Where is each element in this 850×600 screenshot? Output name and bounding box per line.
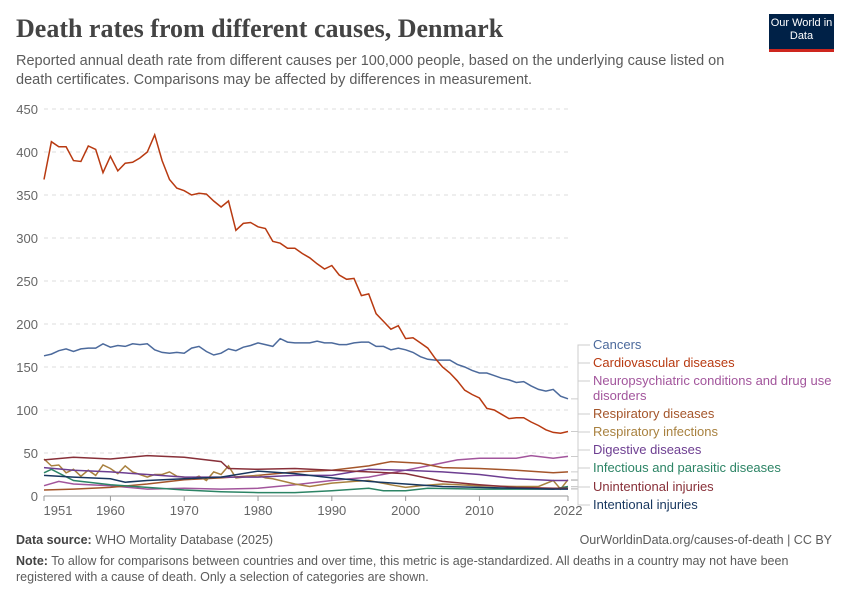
legend-connector [571,449,590,482]
source-line: Data source: WHO Mortality Database (202… [16,533,273,547]
source-label: Data source: [16,533,92,547]
x-tick-label: 1990 [317,503,346,518]
note: Note: To allow for comparisons between c… [16,553,836,585]
legend-connector [571,431,590,481]
x-tick-label: 1970 [170,503,199,518]
series-line-infectious-and-parasitic-diseases [43,468,569,494]
source-url[interactable]: OurWorldinData.org/causes-of-death | CC … [579,533,832,547]
note-text: To allow for comparisons between countri… [16,554,789,584]
legend-connector [571,488,590,506]
note-label: Note: [16,554,48,568]
series-line-cardiovascular-diseases [43,132,569,434]
y-tick-label: 300 [16,231,38,246]
series-line-respiratory-infections [43,458,569,491]
y-tick-label: 0 [31,489,38,504]
legend-label: Intentional injuries [593,497,698,512]
legend-connector [571,380,590,457]
y-tick-label: 250 [16,274,38,289]
legend-connector [571,486,590,489]
y-tick-label: 450 [16,102,38,117]
legend-connector [571,362,590,432]
y-tick-label: 200 [16,317,38,332]
series-line-intentional-injuries [43,470,568,490]
legend-label: Respiratory diseases [593,406,715,421]
x-tick-label: 1960 [96,503,125,518]
legend-label: Neuropsychiatric conditions and drug use… [593,373,831,403]
y-tick-label: 50 [24,446,38,461]
legend-label: Infectious and parasitic diseases [593,460,781,475]
series-line-cancers [43,337,569,400]
x-tick-label: 2000 [391,503,420,518]
chart-subtitle: Reported annual death rate from differen… [16,53,725,88]
y-tick-label: 150 [16,360,38,375]
y-tick-label: 350 [16,188,38,203]
legend-label: Cardiovascular diseases [593,355,735,370]
x-tick-label: 1951 [44,503,73,518]
legend-label: Unintentional injuries [593,479,714,494]
legend-connector [571,344,590,400]
y-tick-label: 100 [16,403,38,418]
series-line-neuropsychiatric-conditions-and-drug-use-disorders [43,454,569,490]
legend-connector [571,467,590,488]
x-tick-label: 2010 [465,503,494,518]
series-line-unintentional-injuries [43,454,568,490]
owid-logo[interactable]: Our World in Data [769,14,834,52]
legend-label: Respiratory infections [593,424,718,439]
legend-label: Cancers [593,337,642,352]
chart-title: Death rates from different causes, Denma… [16,14,504,43]
x-tick-label: 2022 [554,503,583,518]
legend-connector [571,413,590,473]
x-tick-label: 1980 [244,503,273,518]
source-text[interactable]: WHO Mortality Database (2025) [95,533,274,547]
y-tick-label: 400 [16,145,38,160]
legend-label: Digestive diseases [593,442,702,457]
